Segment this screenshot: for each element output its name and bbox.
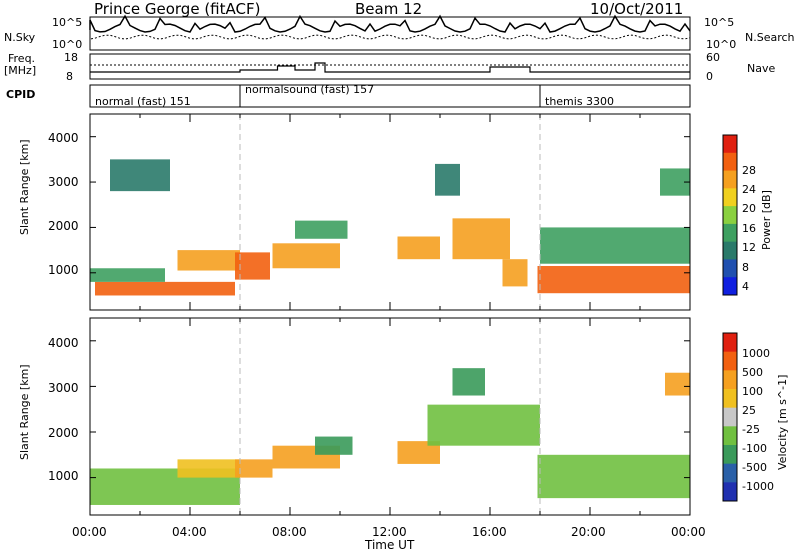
nsky-trace xyxy=(89,14,691,33)
power-cbar-tick-20: 20 xyxy=(742,202,756,215)
nsky-label: N.Sky xyxy=(4,31,36,44)
colorbar-swatch xyxy=(723,170,737,189)
xtick-3: 12:00 xyxy=(372,525,407,539)
cpid-segment-1: normal (fast) 151 xyxy=(95,95,191,108)
nave-label: Nave xyxy=(747,62,776,75)
colorbar-swatch xyxy=(723,333,737,353)
colorbar-swatch xyxy=(723,407,737,427)
data-region-0-8 xyxy=(502,259,528,287)
vel-cbar-tick-m500: -500 xyxy=(742,461,767,474)
data-region-0-7 xyxy=(452,218,510,260)
data-region-0-10 xyxy=(540,227,690,264)
colorbar-swatch xyxy=(723,426,737,446)
colorbar-swatch xyxy=(723,152,737,172)
colorbar-frame xyxy=(722,134,738,296)
data-region-0-11 xyxy=(110,159,170,192)
data-region-0-4 xyxy=(272,243,340,269)
data-region-0-1 xyxy=(90,268,165,282)
power-ytick-4000: 4000 xyxy=(48,131,79,145)
data-region-1-7 xyxy=(537,454,690,499)
colorbar-swatch xyxy=(723,206,737,225)
colorbar-swatch xyxy=(723,351,737,371)
nsky-tick-high: 10^5 xyxy=(52,16,83,29)
xtick-0: 00:00 xyxy=(72,525,107,539)
data-region-0-0 xyxy=(95,281,235,296)
data-region-0-6 xyxy=(397,236,440,260)
velocity-ytick-1000: 1000 xyxy=(48,469,79,483)
vel-cbar-tick-25: 25 xyxy=(742,404,756,417)
vel-cbar-tick-100: 100 xyxy=(742,385,763,398)
velocity-ytick-4000: 4000 xyxy=(48,336,79,350)
nave-tick-low: 0 xyxy=(706,70,713,83)
data-region-0-9 xyxy=(537,265,690,294)
colorbar-swatch xyxy=(723,482,737,502)
data-region-1-8 xyxy=(452,368,485,396)
data-region-1-5 xyxy=(397,441,440,464)
power-ytick-3000: 3000 xyxy=(48,175,79,189)
vel-cbar-tick-500: 500 xyxy=(742,366,763,379)
data-region-0-5 xyxy=(295,220,348,239)
power-cbar-tick-12: 12 xyxy=(742,241,756,254)
colorbar-swatch xyxy=(723,223,737,243)
colorbar-swatch xyxy=(723,389,737,409)
nsearch-trace xyxy=(89,34,691,40)
date-label: 10/Oct/2011 xyxy=(590,0,684,18)
data-region-1-9 xyxy=(665,372,690,396)
freq-trace xyxy=(90,62,690,73)
data-region-1-1 xyxy=(177,459,240,478)
data-region-1-2 xyxy=(235,459,273,478)
beam-label: Beam 12 xyxy=(355,0,423,18)
data-region-0-2 xyxy=(177,250,240,271)
colorbar-swatch xyxy=(723,370,737,390)
nave-tick-high: 60 xyxy=(706,51,720,64)
nsky-tick-low: 10^0 xyxy=(52,38,83,51)
velocity-ytick-2000: 2000 xyxy=(48,426,79,440)
vel-cbar-tick-m1000: -1000 xyxy=(742,480,774,493)
freq-tick-high: 18 xyxy=(64,51,78,64)
power-cbar-tick-28: 28 xyxy=(742,164,756,177)
freq-panel-frame xyxy=(89,53,691,80)
colorbar-swatch xyxy=(723,277,737,296)
data-region-1-6 xyxy=(427,404,540,446)
cpid-panel-frame xyxy=(89,84,691,108)
colorbar-swatch xyxy=(723,445,737,465)
colorbar-swatch xyxy=(723,259,737,278)
xtick-6: 00:00 xyxy=(671,525,706,539)
xtick-1: 04:00 xyxy=(172,525,207,539)
data-region-0-3 xyxy=(235,252,270,280)
power-cbar-tick-24: 24 xyxy=(742,183,756,196)
nsearch-label: N.Search xyxy=(745,31,795,44)
xaxis-label: Time UT xyxy=(365,538,415,552)
velocity-ytick-3000: 3000 xyxy=(48,381,79,395)
nsearch-tick-high: 10^5 xyxy=(704,16,735,29)
power-cbar-tick-4: 4 xyxy=(742,280,749,293)
freq-tick-low: 8 xyxy=(66,70,73,83)
colorbar-swatch xyxy=(723,188,737,207)
freq-unit-label: [MHz] xyxy=(4,64,37,77)
station-title: Prince George (fitACF) xyxy=(94,0,261,18)
cpid-label: CPID xyxy=(6,88,36,101)
freq-label: Freq. xyxy=(8,52,36,65)
power-cbar-tick-16: 16 xyxy=(742,222,756,235)
nsky-panel-frame xyxy=(89,16,691,51)
colorbar-swatch xyxy=(723,135,737,154)
xtick-4: 16:00 xyxy=(472,525,507,539)
xtick-5: 20:00 xyxy=(571,525,606,539)
xtick-2: 08:00 xyxy=(272,525,307,539)
nsearch-tick-low: 10^0 xyxy=(706,38,737,51)
cpid-segment-3: themis 3300 xyxy=(545,95,615,108)
vel-cbar-tick-1000: 1000 xyxy=(742,347,770,360)
vel-cbar-tick-m25: -25 xyxy=(742,423,760,436)
power-ytick-2000: 2000 xyxy=(48,219,79,233)
data-region-1-4 xyxy=(315,436,353,455)
colorbar-frame xyxy=(722,332,738,502)
power-ytick-1000: 1000 xyxy=(48,263,79,277)
colorbar-swatch xyxy=(723,241,737,260)
data-region-0-12 xyxy=(435,163,460,196)
colorbar-swatch xyxy=(723,463,737,483)
vel-cbar-tick-m100: -100 xyxy=(742,442,767,455)
cpid-segment-2: normalsound (fast) 157 xyxy=(245,83,375,96)
power-cbar-tick-8: 8 xyxy=(742,261,749,274)
